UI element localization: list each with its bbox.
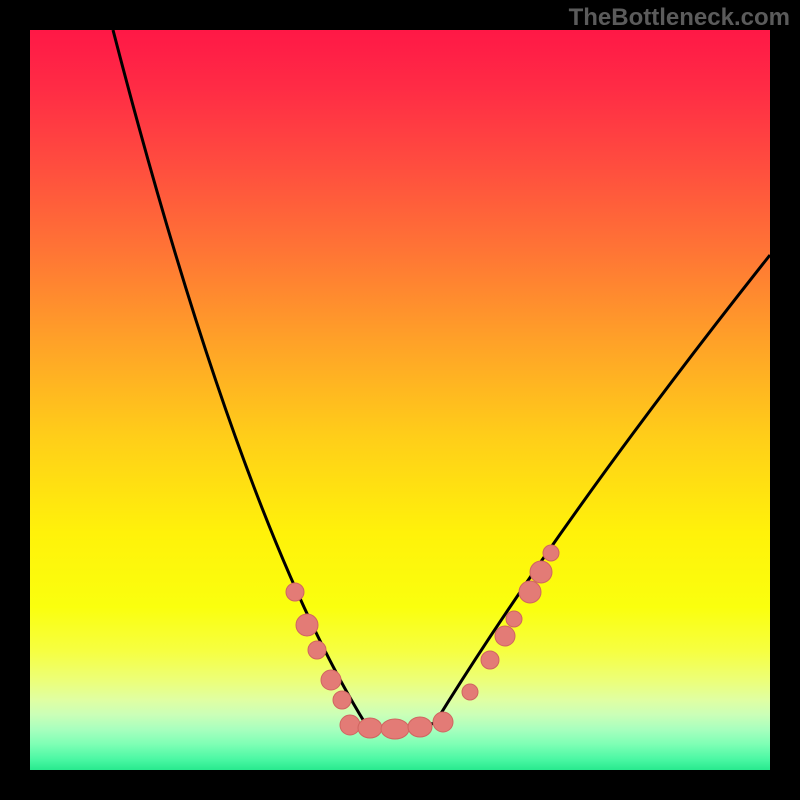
curve-dot — [519, 581, 541, 603]
curve-dot — [340, 715, 360, 735]
curve-dot — [321, 670, 341, 690]
watermark-text: TheBottleneck.com — [569, 4, 790, 32]
curve-dot — [506, 611, 522, 627]
curve-dot — [481, 651, 499, 669]
curve-dot — [296, 614, 318, 636]
curve-dot — [333, 691, 351, 709]
chart-stage: TheBottleneck.com — [0, 0, 800, 800]
curve-dot — [462, 684, 478, 700]
curve-dot — [308, 641, 326, 659]
curve-dot — [408, 717, 432, 737]
curve-dot — [286, 583, 304, 601]
curve-dot — [495, 626, 515, 646]
bottleneck-chart-svg — [0, 0, 800, 800]
curve-dot — [358, 718, 382, 738]
curve-dot — [530, 561, 552, 583]
curve-dot — [543, 545, 559, 561]
curve-dot — [381, 719, 409, 739]
curve-dot — [433, 712, 453, 732]
